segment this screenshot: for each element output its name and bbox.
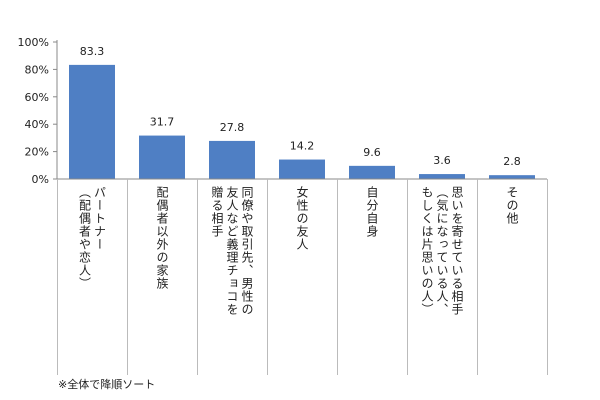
category-label: 思いを寄せている相手 （気になっている人、 もしくは片思いの人） xyxy=(409,186,475,376)
bar-value-label: 9.6 xyxy=(363,146,381,159)
bar xyxy=(209,140,255,179)
category-label: 自分自身 xyxy=(339,186,405,376)
y-tick-label: 40% xyxy=(25,118,49,131)
bar-value-label: 3.6 xyxy=(433,154,451,167)
category-label-line: パートナー xyxy=(92,186,107,251)
category-label-line: 女性の友人 xyxy=(295,186,309,251)
y-tick-label: 100% xyxy=(18,36,49,49)
category-label-line: その他 xyxy=(505,186,519,225)
bar xyxy=(349,165,395,179)
category-label: 同僚や取引先、男性の 友人など義理チョコを 贈る相手 xyxy=(199,186,265,376)
category-label-line: 思いを寄せている相手 xyxy=(450,186,464,316)
bar-value-label: 27.8 xyxy=(220,121,245,134)
y-tick-label: 80% xyxy=(25,63,49,76)
bar-value-label: 14.2 xyxy=(290,140,315,153)
bar xyxy=(139,135,185,179)
bar xyxy=(69,64,115,179)
y-tick-label: 0% xyxy=(32,173,49,186)
bar-value-label: 2.8 xyxy=(503,155,521,168)
category-label: その他 xyxy=(479,186,545,376)
category-label-line: もしくは片思いの人） xyxy=(420,186,434,316)
category-label-line: （配偶者や恋人） xyxy=(77,186,92,290)
category-label-line: 同僚や取引先、男性の xyxy=(240,186,254,316)
bar-value-label: 83.3 xyxy=(80,45,105,58)
category-label-line: （気になっている人、 xyxy=(435,186,449,316)
category-label: パートナー （配偶者や恋人） xyxy=(59,186,125,376)
bar xyxy=(489,175,535,179)
category-label: 配偶者以外の家族 xyxy=(129,186,195,376)
bar-value-label: 31.7 xyxy=(150,116,175,129)
bar xyxy=(279,159,325,179)
category-label-line: 友人など義理チョコを xyxy=(225,186,239,316)
category-label: 女性の友人 xyxy=(269,186,335,376)
bar xyxy=(419,174,465,179)
category-label-line: 自分自身 xyxy=(365,186,379,238)
y-tick-label: 60% xyxy=(25,91,49,104)
footnote: ※全体で降順ソート xyxy=(58,378,156,391)
category-label-line: 配偶者以外の家族 xyxy=(155,186,169,290)
category-label-line: 贈る相手 xyxy=(210,186,224,238)
y-tick-label: 20% xyxy=(25,146,49,159)
